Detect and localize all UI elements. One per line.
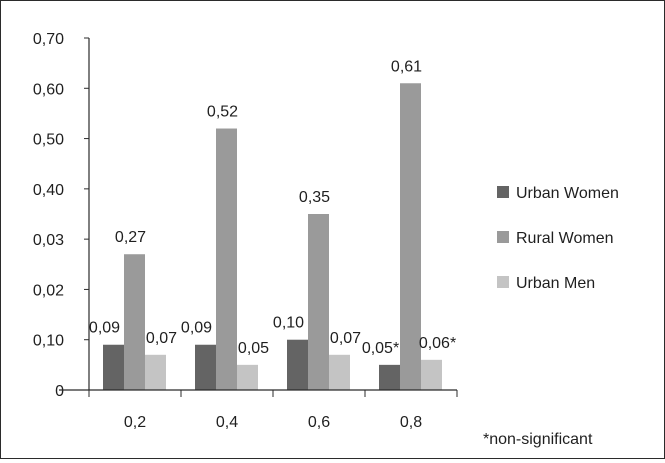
- footnote: *non-significant: [483, 431, 593, 448]
- bar: [287, 339, 308, 390]
- bar: [400, 83, 421, 390]
- bar-value-label: 0,61: [391, 58, 422, 75]
- bar: [237, 364, 258, 390]
- bar-value-label: 0,35: [299, 189, 330, 206]
- x-axis-ticks: 0,2 0,4 0,6 0,8: [88, 390, 458, 431]
- bar: [124, 254, 145, 390]
- bar-value-label: 0,07: [330, 330, 361, 347]
- bar-value-label: 0,52: [207, 104, 238, 121]
- y-tick-label: 0,02: [33, 282, 64, 299]
- bar: [145, 354, 166, 390]
- bar-value-label: 0,05*: [362, 340, 399, 357]
- legend-label: Rural Women: [516, 230, 614, 247]
- y-tick-label: 0,03: [33, 232, 64, 249]
- bar-value-label: 0,06*: [419, 335, 456, 352]
- legend: Urban Women Rural Women Urban Men: [497, 185, 619, 292]
- bar-value-label: 0,07: [146, 330, 177, 347]
- bar: [308, 214, 329, 390]
- legend-label: Urban Women: [516, 185, 619, 202]
- x-tick-label: 0,6: [308, 414, 330, 431]
- y-tick-label: 0: [55, 383, 64, 400]
- bar-value-labels: 0,090,270,070,090,520,050,100,350,070,05…: [89, 58, 456, 357]
- bar: [216, 128, 237, 390]
- legend-swatch: [497, 186, 509, 198]
- bar-value-label: 0,09: [89, 320, 120, 337]
- legend-swatch: [497, 231, 509, 243]
- x-tick-label: 0,4: [216, 414, 238, 431]
- bar: [329, 354, 350, 390]
- y-tick-label: 0,10: [33, 333, 64, 350]
- bar-value-label: 0,27: [115, 229, 146, 246]
- y-tick-label: 0,70: [33, 31, 64, 48]
- bar: [379, 364, 400, 390]
- x-tick-label: 0,8: [400, 414, 422, 431]
- bar: [195, 344, 216, 390]
- bar-value-label: 0,10: [273, 315, 304, 332]
- y-tick-label: 0,40: [33, 182, 64, 199]
- bar: [103, 344, 124, 390]
- legend-swatch: [497, 276, 509, 288]
- bar-value-label: 0,09: [181, 320, 212, 337]
- bar-value-label: 0,05: [238, 340, 269, 357]
- y-tick-label: 0,50: [33, 132, 64, 149]
- legend-label: Urban Men: [516, 275, 595, 292]
- y-tick-label: 0,60: [33, 81, 64, 98]
- y-axis-ticks: 0 0,10 0,02 0,03 0,40 0,50 0,60 0,70: [33, 31, 89, 400]
- axes: [59, 38, 457, 391]
- x-tick-label: 0,2: [124, 414, 146, 431]
- bars: [103, 83, 442, 390]
- bar: [421, 359, 442, 390]
